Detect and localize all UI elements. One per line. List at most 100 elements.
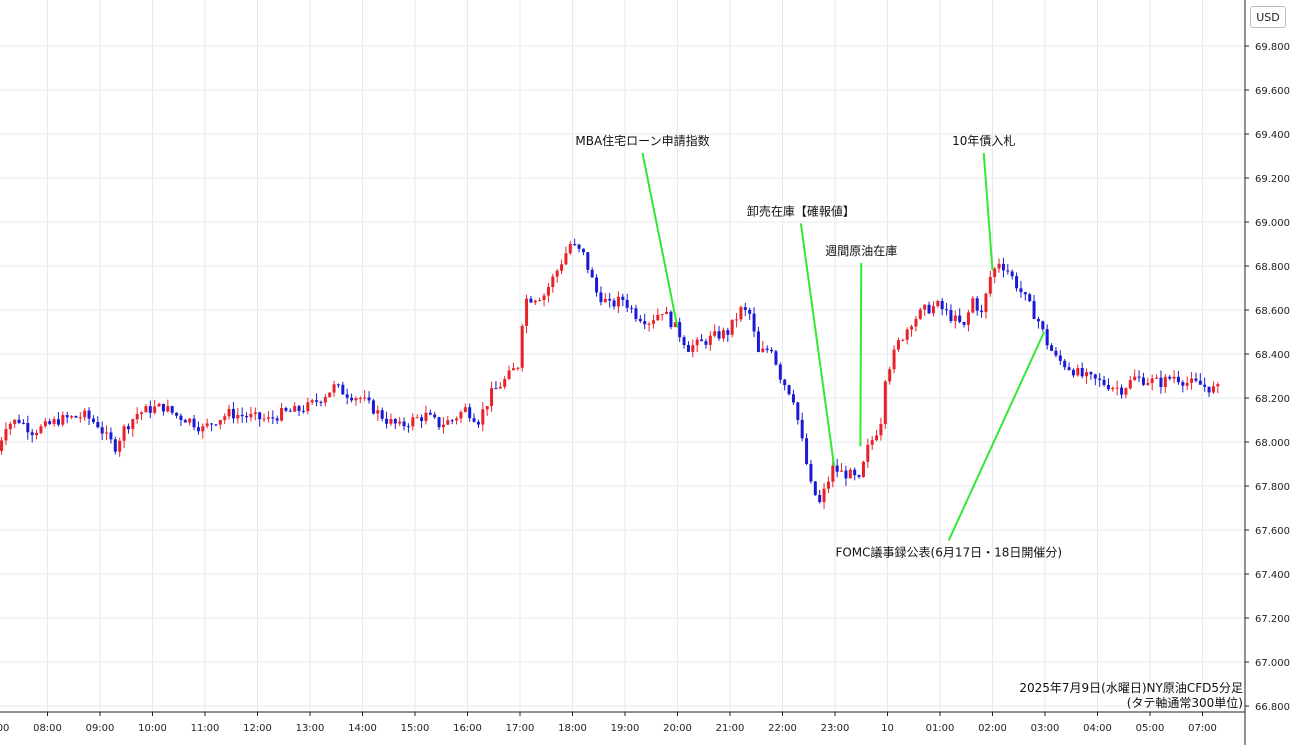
candle-body bbox=[936, 300, 940, 307]
x-tick-label: 21:00 bbox=[716, 723, 745, 734]
candle-body bbox=[144, 406, 148, 413]
candle-body bbox=[875, 435, 879, 441]
candle-body bbox=[437, 417, 441, 428]
x-tick-label: 04:00 bbox=[1083, 723, 1112, 734]
annotation-label: 10年債入札 bbox=[952, 133, 1015, 148]
annotation-label: 卸売在庫【確報値】 bbox=[747, 203, 855, 218]
y-tick-label: 69.400 bbox=[1255, 130, 1290, 141]
candle-body bbox=[109, 432, 113, 440]
candle-body bbox=[1098, 378, 1102, 380]
candle-body bbox=[910, 326, 914, 330]
candle-body bbox=[481, 409, 485, 425]
candle-body bbox=[1115, 387, 1119, 389]
candle-body bbox=[1076, 368, 1080, 376]
candle-body bbox=[953, 315, 957, 322]
candle-body bbox=[713, 331, 717, 336]
candle-body bbox=[52, 419, 56, 424]
candle-body bbox=[490, 388, 494, 407]
candle-body bbox=[573, 244, 577, 246]
x-tick-label: 12:00 bbox=[243, 723, 272, 734]
candle-body bbox=[161, 403, 165, 412]
candle-body bbox=[1045, 329, 1049, 346]
y-tick-label: 69.600 bbox=[1255, 86, 1290, 97]
candle-body bbox=[1067, 367, 1071, 370]
candle-body bbox=[1111, 387, 1115, 390]
candle-body bbox=[704, 341, 708, 345]
candle-body bbox=[1001, 263, 1005, 271]
candle-body bbox=[26, 423, 30, 433]
candle-body bbox=[1106, 384, 1110, 390]
candle-body bbox=[796, 402, 800, 420]
candle-body bbox=[1032, 301, 1036, 319]
candle-body bbox=[253, 412, 257, 414]
candle-body bbox=[945, 309, 949, 311]
candle-body bbox=[791, 394, 795, 403]
candle-body bbox=[1194, 378, 1198, 381]
candle-body bbox=[1080, 368, 1084, 377]
candle-body bbox=[511, 368, 515, 371]
candle-body bbox=[993, 268, 997, 277]
candle-body bbox=[389, 419, 393, 424]
candle-body bbox=[258, 412, 262, 420]
candle-layer bbox=[0, 238, 1220, 509]
candle-body bbox=[949, 310, 953, 322]
candle-body bbox=[468, 407, 472, 419]
candle-body bbox=[1163, 376, 1167, 387]
candle-body bbox=[0, 440, 4, 451]
candle-body bbox=[35, 432, 39, 436]
chart-caption-line-1: 2025年7月9日(水曜日)NY原油CFD5分足 bbox=[1019, 681, 1243, 695]
candle-body bbox=[778, 364, 782, 380]
candle-body bbox=[516, 367, 520, 369]
candle-body bbox=[350, 397, 354, 401]
candle-body bbox=[568, 244, 572, 254]
candle-body bbox=[498, 386, 502, 389]
candle-body bbox=[682, 337, 686, 345]
candle-body bbox=[210, 423, 214, 425]
candle-body bbox=[599, 292, 603, 303]
x-tick-label: 01:00 bbox=[926, 723, 955, 734]
candle-body bbox=[17, 419, 21, 423]
candle-body bbox=[223, 416, 227, 420]
candle-body bbox=[857, 475, 861, 477]
x-tick-label: 18:00 bbox=[558, 723, 587, 734]
candle-body bbox=[113, 439, 117, 452]
annotation-leader-line bbox=[859, 262, 863, 447]
candle-body bbox=[678, 322, 682, 338]
candle-body bbox=[100, 427, 104, 434]
candle-body bbox=[192, 418, 196, 428]
currency-badge[interactable]: USD bbox=[1250, 6, 1286, 28]
candle-body bbox=[179, 415, 183, 421]
candle-body bbox=[21, 422, 25, 424]
y-tick-label: 67.000 bbox=[1255, 658, 1290, 669]
candle-body bbox=[236, 414, 240, 419]
candle-body bbox=[271, 417, 275, 419]
annotation-label: MBA住宅ローン申請指数 bbox=[575, 133, 709, 148]
candle-body bbox=[476, 421, 480, 425]
candle-body bbox=[363, 397, 367, 399]
candle-body bbox=[1168, 376, 1172, 379]
candle-body bbox=[901, 339, 905, 341]
candle-body bbox=[428, 412, 432, 415]
candle-body bbox=[74, 416, 78, 418]
candle-body bbox=[140, 412, 144, 414]
candle-body bbox=[415, 417, 419, 419]
candle-body bbox=[831, 465, 835, 482]
candle-body bbox=[735, 319, 739, 321]
candle-body bbox=[78, 417, 82, 419]
candle-body bbox=[520, 325, 524, 368]
candle-body bbox=[708, 335, 712, 345]
candle-body bbox=[586, 252, 590, 270]
candle-body bbox=[205, 423, 209, 427]
x-tick-label: 17:00 bbox=[506, 723, 535, 734]
candle-body bbox=[1124, 388, 1128, 395]
annotation-label: FOMC議事録公表(6月17日・18日開催分) bbox=[835, 544, 1062, 559]
candle-body bbox=[1141, 377, 1145, 385]
candle-body bbox=[494, 388, 498, 390]
candle-body bbox=[4, 429, 8, 441]
candle-body bbox=[284, 408, 288, 411]
candle-body bbox=[380, 410, 384, 419]
candle-body bbox=[131, 419, 135, 430]
candle-body bbox=[1028, 294, 1032, 302]
candle-body bbox=[175, 412, 179, 416]
